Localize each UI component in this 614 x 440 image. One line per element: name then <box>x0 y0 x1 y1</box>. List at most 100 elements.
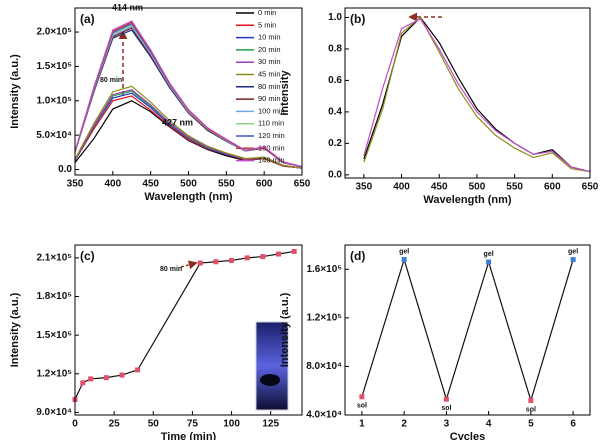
x-tick-label: 25 <box>109 419 121 430</box>
y-tick-label: 1.5×10⁵ <box>36 330 72 341</box>
y-axis-label: Intensity (a.u.) <box>9 54 21 129</box>
marker <box>244 255 250 261</box>
legend-label: 30 min <box>258 57 281 66</box>
point-label: gel <box>399 248 409 255</box>
legend-label: 90 min <box>258 94 281 103</box>
x-tick-label: 6 <box>570 419 576 430</box>
marker <box>260 254 266 260</box>
x-tick-label: 5 <box>528 419 534 430</box>
panel-label: (d) <box>350 249 365 263</box>
legend-label: 20 min <box>258 45 281 54</box>
point-label: gel <box>568 248 578 255</box>
y-tick-label: 0.0 <box>328 169 342 180</box>
marker <box>80 380 86 386</box>
x-tick-label: 400 <box>393 182 410 193</box>
legend-label: 80 min <box>258 82 281 91</box>
y-tick-label: 1.5×10⁵ <box>36 61 72 72</box>
x-tick-label: 650 <box>582 182 599 193</box>
x-tick-label: 550 <box>218 179 235 190</box>
x-tick-label: 3 <box>444 419 450 430</box>
legend-label: 130 min <box>258 143 285 152</box>
y-tick-label: 2.0×10⁵ <box>36 27 72 38</box>
panel-label: (c) <box>80 249 95 263</box>
y-tick-label: 1.0 <box>328 12 342 23</box>
series-line <box>363 16 591 173</box>
x-tick-label: 600 <box>256 179 273 190</box>
plot-frame <box>74 7 303 176</box>
y-tick-label: 2.1×10⁵ <box>36 253 72 264</box>
marker <box>103 375 109 381</box>
x-tick-label: 400 <box>104 179 121 190</box>
marker <box>486 259 492 265</box>
plot-frame <box>344 7 591 179</box>
plot-frame <box>74 244 303 416</box>
y-tick-label: 5.0×10⁴ <box>36 130 72 141</box>
x-axis-label: Wavelength (nm) <box>144 191 233 203</box>
marker <box>229 257 235 263</box>
legend-label: 5 min <box>258 20 276 29</box>
x-tick-label: 500 <box>180 179 197 190</box>
marker <box>197 260 203 266</box>
legend-label: 110 min <box>258 119 284 128</box>
point-label: sol <box>441 405 451 412</box>
point-label: sol <box>357 403 367 410</box>
y-tick-label: 0.6 <box>328 75 342 86</box>
x-tick-label: 75 <box>187 419 199 430</box>
annotation: 80 min <box>100 77 122 84</box>
y-tick-label: 1.2×10⁵ <box>306 312 342 323</box>
x-tick-label: 450 <box>431 182 448 193</box>
x-tick-label: 650 <box>294 179 311 190</box>
inset-photo-gel <box>260 374 280 386</box>
series-line <box>361 257 574 403</box>
marker <box>276 251 282 257</box>
x-tick-label: 500 <box>469 182 486 193</box>
x-tick-label: 2 <box>401 419 407 430</box>
marker <box>213 259 219 265</box>
x-tick-label: 100 <box>223 419 240 430</box>
inset-photo <box>255 321 289 411</box>
marker <box>528 397 534 403</box>
y-tick-label: 1.6×10⁵ <box>306 264 342 275</box>
marker <box>443 396 449 402</box>
annotation: 80 min <box>160 266 182 273</box>
y-tick-label: 0.0 <box>58 164 72 175</box>
legend-label: 140 min <box>258 156 285 165</box>
legend-label: 45 min <box>258 69 281 78</box>
x-tick-label: 450 <box>142 179 159 190</box>
y-axis-label: Intensity (a.u.) <box>9 292 21 367</box>
marker <box>570 257 576 263</box>
x-axis-label: Cycles <box>450 431 485 440</box>
x-axis-label: Wavelength (nm) <box>423 194 512 206</box>
series-line <box>74 90 303 169</box>
series-line <box>74 95 303 169</box>
y-tick-label: 1.8×10⁵ <box>36 291 72 302</box>
y-tick-label: 1.2×10⁵ <box>36 368 72 379</box>
y-axis-label: Intensity <box>279 70 291 116</box>
x-tick-label: 600 <box>544 182 561 193</box>
x-tick-label: 50 <box>148 419 160 430</box>
arrow <box>180 260 198 270</box>
y-tick-label: 0.8 <box>328 44 342 55</box>
panel-label: (a) <box>80 12 95 26</box>
legend-label: 0 min <box>258 8 276 17</box>
x-tick-label: 550 <box>506 182 523 193</box>
marker <box>88 376 94 382</box>
x-tick-label: 1 <box>359 419 365 430</box>
series-line <box>363 16 591 173</box>
y-tick-label: 9.0×10⁴ <box>36 407 72 418</box>
series-line <box>74 20 303 168</box>
series-line <box>74 85 303 169</box>
marker <box>291 248 297 254</box>
y-tick-label: 8.0×10⁴ <box>306 361 342 372</box>
x-tick-label: 4 <box>486 419 492 430</box>
legend-label: 10 min <box>258 33 281 42</box>
x-tick-label: 125 <box>262 419 279 430</box>
y-tick-label: 0.4 <box>328 107 342 118</box>
x-axis-label: Time (min) <box>161 431 217 440</box>
marker <box>135 367 141 373</box>
marker <box>119 372 125 378</box>
y-axis-label: Intensity (a.u.) <box>279 292 291 367</box>
x-tick-label: 350 <box>67 179 84 190</box>
plot-frame <box>344 244 591 416</box>
